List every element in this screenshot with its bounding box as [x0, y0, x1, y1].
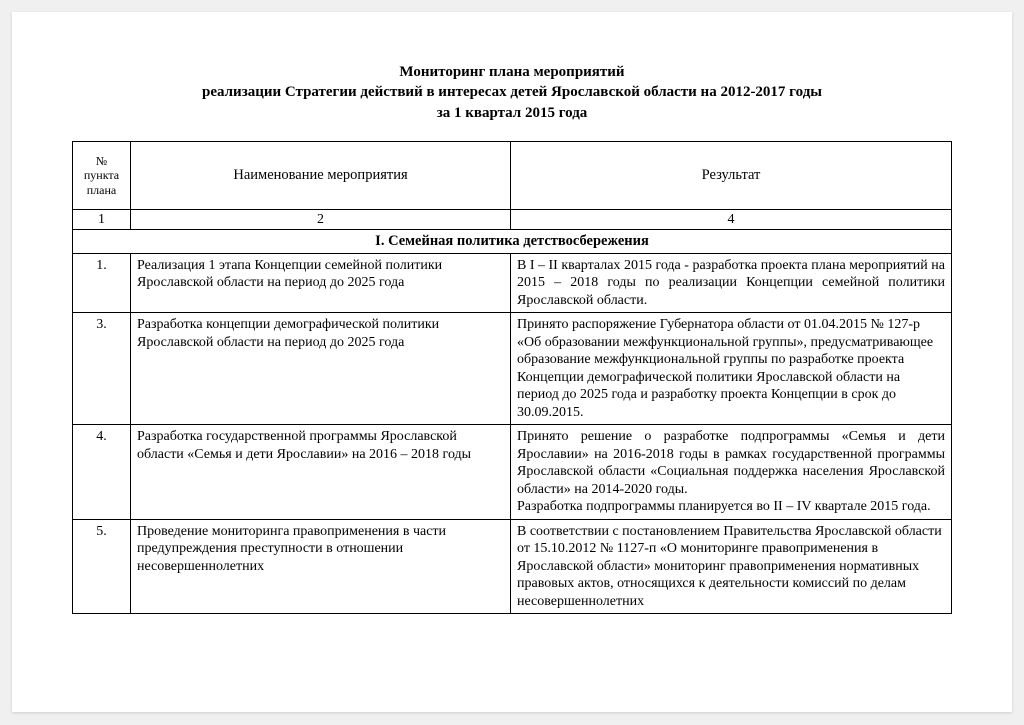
title-line-1: Мониторинг плана мероприятий [72, 62, 952, 82]
table-row: 3.Разработка концепции демографической п… [73, 313, 952, 425]
cell-result: Принято распоряжение Губернатора области… [511, 313, 952, 425]
cell-number: 3. [73, 313, 131, 425]
cell-result: В I – II кварталах 2015 года - разработк… [511, 253, 952, 313]
col-header-number-l2: пункта [84, 168, 119, 182]
col-header-name: Наименование мероприятия [131, 141, 511, 209]
cell-name: Проведение мониторинга правоприменения в… [131, 519, 511, 614]
cell-name: Реализация 1 этапа Концепции семейной по… [131, 253, 511, 313]
cell-number: 1. [73, 253, 131, 313]
col-index-1: 1 [73, 209, 131, 230]
section-heading: I. Семейная политика детствосбережения [73, 230, 952, 253]
cell-name: Разработка государственной программы Яро… [131, 425, 511, 520]
table-row: 5.Проведение мониторинга правоприменения… [73, 519, 952, 614]
cell-number: 4. [73, 425, 131, 520]
document-page: Мониторинг плана мероприятий реализации … [12, 12, 1012, 712]
col-header-result: Результат [511, 141, 952, 209]
cell-name: Разработка концепции демографической пол… [131, 313, 511, 425]
col-index-4: 4 [511, 209, 952, 230]
col-header-number-l1: № [96, 154, 107, 168]
table-body: 1.Реализация 1 этапа Концепции семейной … [73, 253, 952, 614]
col-header-number-l3: плана [87, 183, 116, 197]
table-index-row: 1 2 4 [73, 209, 952, 230]
monitoring-table: № пункта плана Наименование мероприятия … [72, 141, 952, 614]
title-line-3: за 1 квартал 2015 года [72, 103, 952, 123]
document-title: Мониторинг плана мероприятий реализации … [72, 62, 952, 123]
cell-result: Принято решение о разработке подпрограмм… [511, 425, 952, 520]
table-row: 1.Реализация 1 этапа Концепции семейной … [73, 253, 952, 313]
title-line-2: реализации Стратегии действий в интереса… [72, 82, 952, 102]
table-row: 4.Разработка государственной программы Я… [73, 425, 952, 520]
section-heading-row: I. Семейная политика детствосбережения [73, 230, 952, 253]
col-index-2: 2 [131, 209, 511, 230]
table-header-row: № пункта плана Наименование мероприятия … [73, 141, 952, 209]
col-header-number: № пункта плана [73, 141, 131, 209]
cell-result: В соответствии с постановлением Правител… [511, 519, 952, 614]
cell-number: 5. [73, 519, 131, 614]
